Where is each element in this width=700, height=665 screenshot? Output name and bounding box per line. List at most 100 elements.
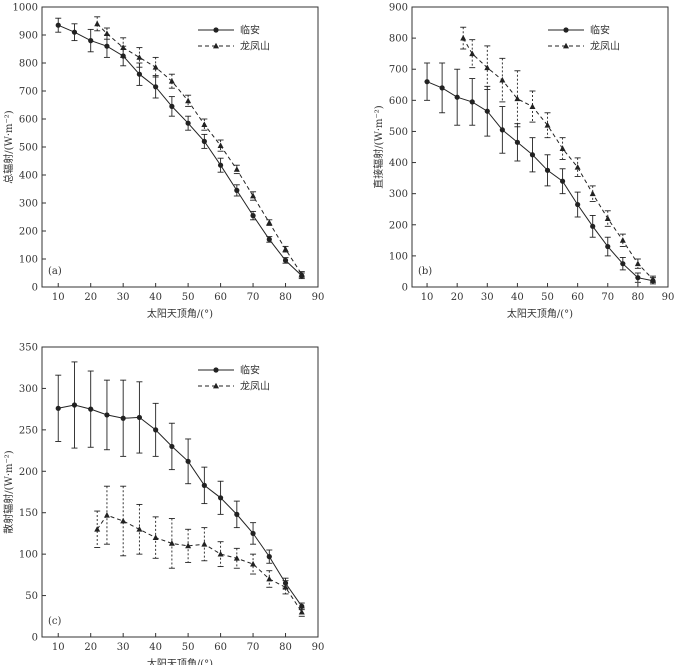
data-point-triangle xyxy=(619,237,626,243)
error-bar xyxy=(282,580,289,595)
x-tick-label: 10 xyxy=(52,292,65,303)
x-tick-label: 10 xyxy=(52,642,65,653)
y-axis-label: 总辐射/(W·m⁻²) xyxy=(2,110,15,183)
data-point-circle xyxy=(484,108,490,114)
y-tick-label: 600 xyxy=(389,96,408,107)
error-bar xyxy=(529,90,536,123)
x-tick-label: 40 xyxy=(149,292,162,303)
data-point-triangle xyxy=(282,246,289,252)
data-point-circle xyxy=(559,178,566,184)
series-line xyxy=(96,23,303,275)
error-bar xyxy=(460,26,467,50)
data-point-circle xyxy=(71,402,78,408)
x-axis-label: 太阳天顶角/(°) xyxy=(507,307,573,320)
y-tick-label: 150 xyxy=(19,508,38,519)
data-point-triangle xyxy=(233,555,240,561)
data-point-triangle xyxy=(282,584,289,590)
series-2 xyxy=(94,485,305,617)
x-tick-label: 20 xyxy=(84,292,97,303)
x-tick-label: 40 xyxy=(511,292,524,303)
data-point-circle xyxy=(514,139,521,145)
y-tick-label: 100 xyxy=(389,251,408,262)
data-point-circle xyxy=(250,213,256,219)
data-point-circle xyxy=(120,415,126,421)
data-point-triangle xyxy=(233,166,240,172)
data-point-triangle xyxy=(185,97,192,104)
chart-panel-b: 10 20 30 40 50 60 70 80 900100200300400500600700… xyxy=(372,3,675,321)
x-tick-label: 30 xyxy=(117,292,130,303)
data-point-circle xyxy=(635,275,641,281)
data-point-circle xyxy=(185,120,191,126)
data-point-circle xyxy=(575,201,581,208)
plot-frame xyxy=(411,6,669,288)
data-point-circle xyxy=(201,138,207,144)
data-point-circle xyxy=(185,458,191,464)
chart-panel-c: 10 20 30 40 50 60 70 80 90 0 50 100 150 200 250 300 350 太… xyxy=(2,343,324,665)
data-point-circle xyxy=(169,103,175,109)
legend-label: 临安 xyxy=(240,24,260,37)
x-tick-label: 50 xyxy=(182,642,195,653)
x-axis-label: 太阳天顶角/(°) xyxy=(147,307,213,320)
data-point-circle xyxy=(104,412,110,418)
data-point-triangle xyxy=(152,534,159,540)
error-bar xyxy=(168,73,175,89)
legend-label: 临安 xyxy=(590,24,610,37)
x-tick-label: 90 xyxy=(662,292,675,303)
data-point-circle xyxy=(590,223,596,229)
y-tick-label: 0 xyxy=(32,283,38,294)
data-point-triangle xyxy=(266,219,273,225)
data-point-circle xyxy=(266,236,272,242)
legend-label: 龙凤山 xyxy=(240,380,270,393)
x-tick-label: 70 xyxy=(247,292,260,303)
y-tick-label: 0 xyxy=(32,633,38,644)
y-tick-label: 100 xyxy=(19,255,38,266)
data-point-triangle xyxy=(103,512,110,518)
data-point-triangle xyxy=(604,215,611,221)
y-tick-label: 200 xyxy=(19,467,38,478)
data-point-circle xyxy=(55,405,61,411)
data-point-circle xyxy=(439,85,445,91)
x-tick-label: 80 xyxy=(632,292,645,303)
data-point-circle xyxy=(266,554,272,560)
data-point-triangle xyxy=(185,542,192,549)
data-point-triangle xyxy=(460,34,467,41)
data-point-triangle xyxy=(469,50,476,57)
data-point-circle xyxy=(169,443,175,450)
data-point-triangle xyxy=(201,541,208,547)
x-tick-label: 10 xyxy=(421,292,434,303)
data-point-triangle xyxy=(201,121,208,127)
legend-marker-triangle xyxy=(563,42,569,49)
data-point-triangle xyxy=(298,271,305,277)
series-2 xyxy=(94,16,305,278)
data-point-circle xyxy=(544,167,551,173)
data-point-triangle xyxy=(94,20,101,27)
data-point-circle xyxy=(71,29,78,35)
y-tick-label: 500 xyxy=(19,143,38,154)
series-line xyxy=(58,24,303,277)
data-point-circle xyxy=(55,22,61,28)
data-point-circle xyxy=(499,127,505,133)
panel-label: (b) xyxy=(418,266,432,277)
series-1 xyxy=(55,17,305,280)
y-tick-label: 250 xyxy=(19,425,38,436)
data-point-triangle xyxy=(250,192,257,199)
panel-label: (c) xyxy=(48,616,62,627)
y-tick-label: 400 xyxy=(389,158,408,169)
data-point-triangle xyxy=(266,575,273,582)
x-tick-label: 80 xyxy=(279,292,292,303)
y-tick-label: 200 xyxy=(19,227,38,238)
plot-frame xyxy=(41,346,319,638)
x-tick-label: 20 xyxy=(451,292,464,303)
legend-marker-triangle xyxy=(213,382,219,389)
error-bar xyxy=(619,233,626,248)
data-point-triangle xyxy=(514,95,521,102)
legend-label: 龙凤山 xyxy=(240,40,270,53)
data-point-circle xyxy=(454,94,460,100)
series-line xyxy=(96,514,303,613)
data-point-circle xyxy=(529,152,536,158)
data-point-triangle xyxy=(649,276,656,282)
data-point-triangle xyxy=(250,560,257,567)
